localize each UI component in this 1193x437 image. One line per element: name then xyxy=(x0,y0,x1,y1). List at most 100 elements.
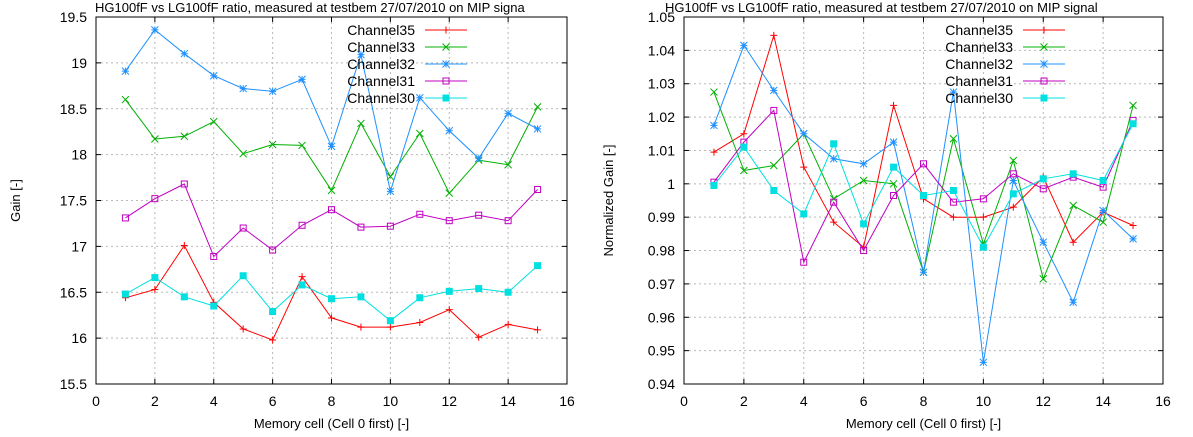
data-point-glyph xyxy=(504,217,512,225)
legend-marker-glyph xyxy=(442,94,450,102)
data-point xyxy=(415,129,424,138)
data-point-glyph xyxy=(298,141,306,150)
data-point-glyph xyxy=(1039,238,1048,247)
data-point xyxy=(504,288,512,296)
legend: Channel35Channel33Channel32Channel31Chan… xyxy=(347,22,467,106)
data-point-glyph xyxy=(1129,222,1137,230)
series-channel31 xyxy=(121,180,542,260)
data-point-glyph xyxy=(770,31,778,39)
data-point-glyph xyxy=(859,176,868,185)
legend-label: Channel35 xyxy=(347,22,415,38)
x-tick-label: 14 xyxy=(500,393,516,409)
data-point xyxy=(357,323,365,331)
data-point xyxy=(504,217,512,225)
data-point-glyph xyxy=(710,121,718,130)
series-line xyxy=(125,183,538,258)
data-point-glyph xyxy=(740,41,748,50)
data-point xyxy=(979,358,988,367)
data-point xyxy=(298,273,306,281)
legend-marker xyxy=(1040,77,1048,85)
data-point-glyph xyxy=(979,243,987,251)
data-point xyxy=(415,93,424,102)
data-point-glyph xyxy=(415,129,424,138)
data-point xyxy=(1069,201,1078,210)
data-point xyxy=(740,143,748,151)
x-tick-label: 2 xyxy=(740,393,748,409)
data-point xyxy=(830,218,838,226)
y-tick-label: 15.5 xyxy=(60,376,87,392)
grid xyxy=(96,17,567,384)
data-point-glyph xyxy=(860,247,868,255)
data-point xyxy=(949,198,957,206)
data-point-glyph xyxy=(949,213,957,221)
data-point-glyph xyxy=(800,210,808,218)
legend-marker xyxy=(1040,60,1048,68)
x-tick-label: 8 xyxy=(920,393,928,409)
legend-label: Channel31 xyxy=(347,73,415,89)
y-tick-label: 19.5 xyxy=(60,9,87,25)
data-point xyxy=(268,87,277,96)
data-point-glyph xyxy=(445,217,453,225)
series-channel35 xyxy=(121,241,542,344)
y-tick-label: 17.5 xyxy=(60,193,87,209)
data-point-glyph xyxy=(386,317,394,325)
x-tick-label: 8 xyxy=(328,393,336,409)
data-point-glyph xyxy=(151,274,159,282)
series-channel33 xyxy=(121,95,542,198)
data-point-glyph xyxy=(298,221,306,229)
legend-label: Channel32 xyxy=(347,56,415,72)
data-point-glyph xyxy=(415,93,424,102)
data-point xyxy=(151,285,159,293)
y-tick-label: 1.04 xyxy=(648,42,675,58)
data-point xyxy=(533,125,542,133)
y-tick-label: 18.5 xyxy=(60,101,87,117)
data-point xyxy=(121,67,130,75)
data-point-glyph xyxy=(445,126,454,135)
data-point xyxy=(1039,238,1048,247)
data-point xyxy=(830,198,838,206)
data-point xyxy=(386,222,394,230)
x-tick-label: 4 xyxy=(800,393,808,409)
data-point xyxy=(151,274,159,282)
data-point-glyph xyxy=(1009,190,1017,198)
data-point-glyph xyxy=(151,135,159,143)
data-point xyxy=(445,126,454,135)
data-point-glyph xyxy=(890,191,898,199)
data-point-glyph xyxy=(416,294,424,302)
data-point xyxy=(475,333,483,341)
data-point-glyph xyxy=(740,143,748,151)
data-point-glyph xyxy=(416,210,424,218)
legend-label: Channel32 xyxy=(945,56,1013,72)
data-point-glyph xyxy=(239,325,247,333)
data-point xyxy=(740,41,748,50)
x-tick-label: 12 xyxy=(441,393,457,409)
data-point xyxy=(710,148,718,156)
data-point-glyph xyxy=(180,293,188,301)
y-tick-label: 1.02 xyxy=(648,109,675,125)
data-point-glyph xyxy=(890,101,898,109)
data-point-glyph xyxy=(889,138,898,146)
data-point-glyph xyxy=(1099,206,1107,215)
data-point xyxy=(949,186,957,194)
data-point xyxy=(710,181,718,189)
data-point xyxy=(445,306,453,314)
data-point-glyph xyxy=(1039,185,1047,193)
data-point-glyph xyxy=(770,106,778,114)
legend-marker xyxy=(1040,26,1048,34)
data-point xyxy=(919,268,928,277)
data-point-glyph xyxy=(1039,275,1048,283)
data-point-glyph xyxy=(504,109,512,118)
legend-marker xyxy=(442,94,450,102)
legend-marker-glyph xyxy=(1040,77,1048,85)
data-point-glyph xyxy=(800,258,808,266)
data-point xyxy=(121,214,129,222)
data-point-glyph xyxy=(298,75,306,84)
y-tick-label: 19 xyxy=(71,55,87,71)
data-point-glyph xyxy=(416,319,424,327)
data-point-glyph xyxy=(386,187,395,196)
data-point-glyph xyxy=(357,293,365,301)
legend-label: Channel31 xyxy=(945,73,1013,89)
data-point-glyph xyxy=(269,308,277,316)
legend-marker xyxy=(442,60,450,68)
data-point-glyph xyxy=(151,25,159,34)
